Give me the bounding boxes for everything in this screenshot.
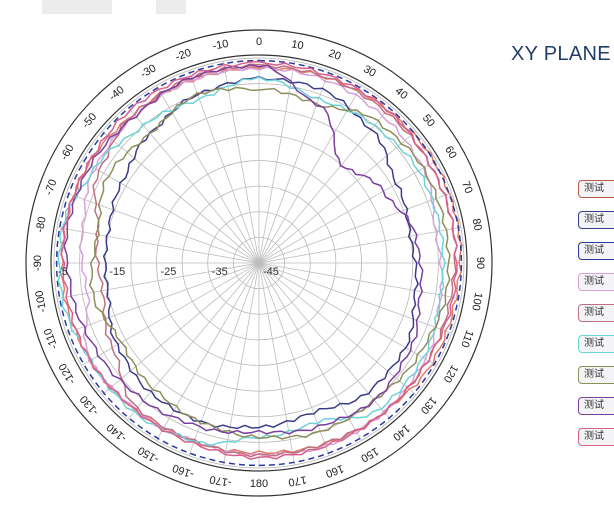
- angle-tick-label: 110: [458, 328, 475, 349]
- grid-spoke: [258, 130, 417, 264]
- grid-spoke: [258, 262, 362, 441]
- series-line-1: [59, 65, 463, 455]
- angle-tick-label: 120: [441, 363, 461, 385]
- angle-tick-label: 140: [390, 422, 412, 443]
- legend-item-4: 测试: [578, 273, 614, 291]
- grid-spoke: [188, 70, 260, 264]
- grid-spoke: [258, 61, 295, 264]
- grid-spoke: [258, 262, 461, 299]
- grid-spoke: [258, 160, 437, 264]
- angle-tick-label: 70: [459, 180, 474, 196]
- grid-spoke: [101, 262, 260, 396]
- header-smudge-1: [42, 0, 112, 14]
- grid-spoke: [258, 70, 330, 264]
- angle-tick-label: 0: [256, 36, 262, 48]
- radial-tick-label: -25: [161, 266, 177, 278]
- angle-tick-label: 150: [359, 445, 381, 465]
- angle-tick-label: -120: [57, 361, 78, 386]
- legend-item-9: 测试: [578, 428, 614, 446]
- angle-tick-label: 50: [420, 112, 437, 129]
- plot-border: [50, 54, 468, 472]
- legend-item-8: 测试: [578, 397, 614, 415]
- radial-tick-labels: -5 -15 -25 -35 -45: [58, 266, 279, 278]
- angle-tick-label: 180: [250, 478, 268, 490]
- grid-spoke: [81, 160, 260, 264]
- angle-tick-label: -170: [209, 473, 233, 489]
- legend-item-5: 测试: [578, 304, 614, 322]
- legend-item-2: 测试: [578, 211, 614, 229]
- legend-item-1: 测试: [578, 180, 614, 198]
- angle-tick-label: -10: [212, 38, 230, 53]
- radial-tick-label: -5: [58, 266, 68, 278]
- header-smudge-2: [156, 0, 186, 14]
- legend-item-6: 测试: [578, 335, 614, 353]
- grid-spoke: [258, 262, 452, 334]
- angle-tick-label: 40: [393, 85, 410, 102]
- angle-tick-label: -150: [136, 444, 161, 465]
- legend-item-7: 测试: [578, 366, 614, 384]
- series-line-9: [60, 60, 458, 460]
- grid-spoke: [258, 262, 417, 396]
- angle-tick-label: -160: [171, 461, 196, 480]
- radial-tick-label: -35: [212, 266, 228, 278]
- polar-grid: [25, 29, 493, 497]
- outer-ring: [25, 29, 493, 497]
- angle-tick-label: 100: [469, 291, 484, 311]
- grid-spoke: [81, 262, 260, 366]
- angle-tick-label: 20: [327, 47, 343, 62]
- angle-tick-label: -60: [58, 143, 76, 163]
- grid-spoke: [258, 85, 362, 264]
- grid-spoke: [66, 262, 260, 334]
- grid-spoke: [223, 61, 260, 264]
- series-line-7: [88, 86, 451, 440]
- grid-spoke: [57, 262, 260, 299]
- radial-tick-label: -15: [109, 266, 125, 278]
- grid-spoke: [101, 130, 260, 264]
- radial-tick-label: -45: [263, 266, 279, 278]
- angle-tick-label: -70: [43, 178, 60, 197]
- angle-tick-label: 130: [418, 394, 439, 416]
- angle-tick-label: -80: [34, 216, 49, 234]
- angle-tick-label: -110: [42, 327, 61, 351]
- series-line-2: [102, 75, 419, 430]
- angle-tick-label: 170: [287, 473, 307, 488]
- angle-tick-label: 80: [470, 218, 484, 232]
- grid-spoke: [156, 85, 260, 264]
- angle-tick-label: -100: [33, 290, 49, 314]
- angle-tick-label: 60: [442, 144, 459, 161]
- angle-tick-label: -90: [32, 255, 44, 271]
- grid-spoke: [258, 262, 392, 421]
- grid-spoke: [57, 227, 260, 264]
- grid-spoke: [258, 227, 461, 264]
- angle-tick-label: 10: [290, 38, 304, 52]
- grid-spoke: [126, 105, 260, 264]
- angle-tick-label: 30: [361, 63, 378, 80]
- angle-tick-label: -30: [139, 62, 159, 80]
- grid-spoke: [258, 262, 437, 366]
- legend-item-3: 测试: [578, 242, 614, 260]
- series-group: [55, 59, 463, 467]
- grid-spoke: [126, 262, 260, 421]
- grid-spoke: [258, 192, 452, 264]
- angle-tick-label: -20: [174, 47, 193, 64]
- angle-tick-label: 90: [474, 257, 486, 269]
- angle-tick-label: -50: [80, 111, 99, 131]
- angle-tick-label: 160: [324, 462, 345, 480]
- chart-title: XY PLANE: [511, 43, 611, 65]
- grid-spoke: [258, 262, 295, 465]
- angle-tick-label: -40: [107, 84, 127, 103]
- series-line-8: [63, 64, 424, 435]
- series-line-3: [55, 59, 463, 467]
- grid-spoke: [258, 105, 392, 264]
